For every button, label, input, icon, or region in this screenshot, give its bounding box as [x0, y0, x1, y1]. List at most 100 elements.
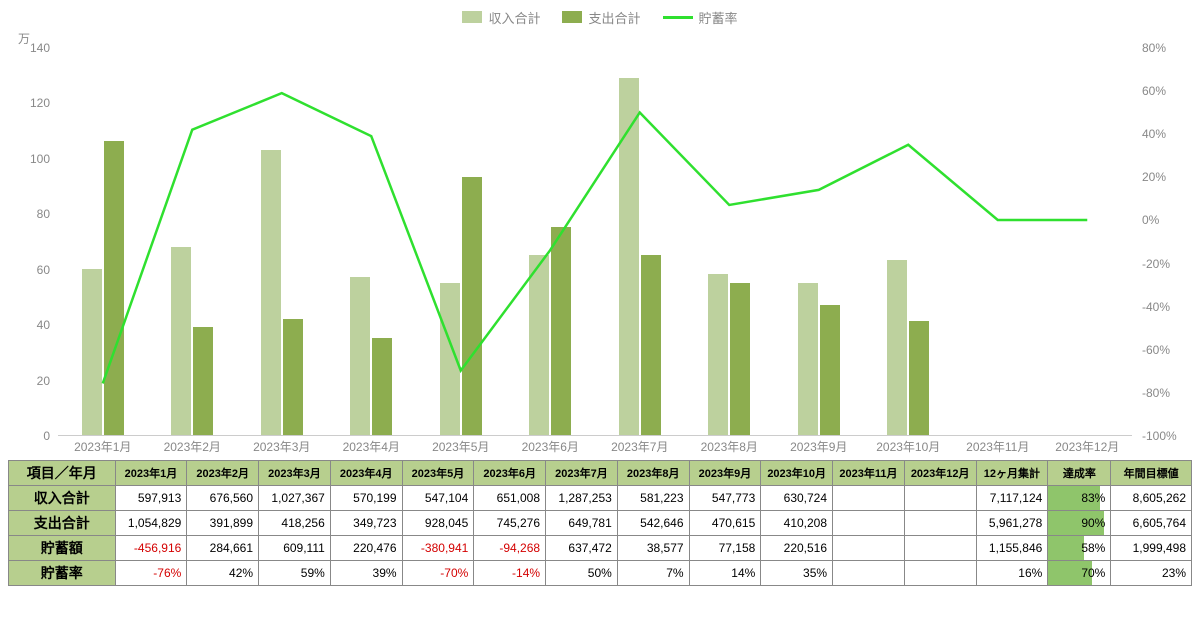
x-tick-label: 2023年3月 — [253, 438, 310, 455]
table-cell: 14% — [689, 561, 761, 586]
y2-tick-label: 40% — [1142, 127, 1182, 141]
legend-item-savings-rate: 貯蓄率 — [663, 8, 738, 27]
table-cell: 220,476 — [330, 536, 402, 561]
table-cell — [904, 561, 976, 586]
table-cell — [904, 536, 976, 561]
x-tick-label: 2023年1月 — [74, 438, 131, 455]
table-col-header: 2023年3月 — [259, 461, 331, 486]
y2-tick-label: 20% — [1142, 170, 1182, 184]
y2-tick-label: -80% — [1142, 386, 1182, 400]
table-col-header: 2023年2月 — [187, 461, 259, 486]
y2-tick-label: 0% — [1142, 213, 1182, 227]
combo-chart: 万 2023年1月2023年2月2023年3月2023年4月2023年5月202… — [18, 30, 1182, 460]
x-tick-label: 2023年5月 — [432, 438, 489, 455]
legend-item-expense: 支出合計 — [562, 8, 640, 27]
table-cell: 470,615 — [689, 511, 761, 536]
table-cell: 391,899 — [187, 511, 259, 536]
table-cell-goal: 8,605,262 — [1111, 486, 1192, 511]
table-col-header: 年間目標値 — [1111, 461, 1192, 486]
table-cell: 7% — [617, 561, 689, 586]
table-cell: 637,472 — [546, 536, 618, 561]
table-cell: 220,516 — [761, 536, 833, 561]
table-cell: 1,287,253 — [546, 486, 618, 511]
table-cell: 570,199 — [330, 486, 402, 511]
table-row-header: 収入合計 — [9, 486, 116, 511]
x-tick-label: 2023年7月 — [611, 438, 668, 455]
legend-line — [663, 16, 693, 19]
y1-tick-label: 100 — [18, 152, 50, 166]
table-cell: 59% — [259, 561, 331, 586]
table-cell-sum: 5,961,278 — [976, 511, 1048, 536]
y1-tick-label: 40 — [18, 318, 50, 332]
table-cell: 284,661 — [187, 536, 259, 561]
y2-tick-label: -40% — [1142, 300, 1182, 314]
x-tick-label: 2023年6月 — [522, 438, 579, 455]
table-col-header: 12ヶ月集計 — [976, 461, 1048, 486]
legend-label: 貯蓄率 — [699, 8, 738, 27]
x-tick-label: 2023年4月 — [343, 438, 400, 455]
table-cell: -456,916 — [115, 536, 187, 561]
table-cell: -76% — [115, 561, 187, 586]
table-col-header: 2023年6月 — [474, 461, 546, 486]
table-cell: 35% — [761, 561, 833, 586]
table-cell: 38,577 — [617, 536, 689, 561]
y2-tick-label: 60% — [1142, 84, 1182, 98]
table-cell-achievement: 83% — [1048, 486, 1111, 511]
table-cell-achievement: 70% — [1048, 561, 1111, 586]
chart-legend: 収入合計 支出合計 貯蓄率 — [8, 6, 1192, 28]
table-row-header: 貯蓄率 — [9, 561, 116, 586]
x-tick-label: 2023年12月 — [1055, 438, 1119, 455]
y1-tick-label: 0 — [18, 429, 50, 443]
table-cell: -380,941 — [402, 536, 474, 561]
y1-tick-label: 20 — [18, 374, 50, 388]
legend-swatch — [462, 11, 482, 23]
table-cell — [833, 511, 905, 536]
table-cell: 547,104 — [402, 486, 474, 511]
y2-tick-label: 80% — [1142, 41, 1182, 55]
table-col-header: 2023年8月 — [617, 461, 689, 486]
table-cell — [833, 536, 905, 561]
table-cell: 581,223 — [617, 486, 689, 511]
table-cell-sum: 7,117,124 — [976, 486, 1048, 511]
table-cell: 1,054,829 — [115, 511, 187, 536]
table-cell: 609,111 — [259, 536, 331, 561]
y1-tick-label: 80 — [18, 207, 50, 221]
table-col-header: 2023年11月 — [833, 461, 905, 486]
x-tick-label: 2023年10月 — [876, 438, 940, 455]
table-cell-goal: 1,999,498 — [1111, 536, 1192, 561]
plot-area — [58, 48, 1132, 436]
table-col-header: 2023年1月 — [115, 461, 187, 486]
table-corner: 項目／年月 — [9, 461, 116, 486]
x-tick-label: 2023年9月 — [790, 438, 847, 455]
y2-tick-label: -20% — [1142, 257, 1182, 271]
table-cell-sum: 16% — [976, 561, 1048, 586]
table-cell — [833, 561, 905, 586]
table-cell: 42% — [187, 561, 259, 586]
table-col-header: 達成率 — [1048, 461, 1111, 486]
table-cell: 77,158 — [689, 536, 761, 561]
x-tick-label: 2023年2月 — [164, 438, 221, 455]
table-col-header: 2023年9月 — [689, 461, 761, 486]
table-cell: -94,268 — [474, 536, 546, 561]
table-cell: -70% — [402, 561, 474, 586]
table-cell — [904, 486, 976, 511]
table-col-header: 2023年12月 — [904, 461, 976, 486]
table-cell-sum: 1,155,846 — [976, 536, 1048, 561]
table-cell: 50% — [546, 561, 618, 586]
table-cell: 676,560 — [187, 486, 259, 511]
table-cell: 547,773 — [689, 486, 761, 511]
table-col-header: 2023年10月 — [761, 461, 833, 486]
table-row-header: 貯蓄額 — [9, 536, 116, 561]
legend-label: 支出合計 — [588, 8, 640, 27]
table-cell — [833, 486, 905, 511]
table-cell: 349,723 — [330, 511, 402, 536]
table-cell: 651,008 — [474, 486, 546, 511]
table-cell: 649,781 — [546, 511, 618, 536]
legend-label: 収入合計 — [488, 8, 540, 27]
table-cell: -14% — [474, 561, 546, 586]
y2-tick-label: -60% — [1142, 343, 1182, 357]
table-cell-goal: 6,605,764 — [1111, 511, 1192, 536]
table-cell: 1,027,367 — [259, 486, 331, 511]
table-row-header: 支出合計 — [9, 511, 116, 536]
x-tick-label: 2023年11月 — [966, 438, 1029, 455]
